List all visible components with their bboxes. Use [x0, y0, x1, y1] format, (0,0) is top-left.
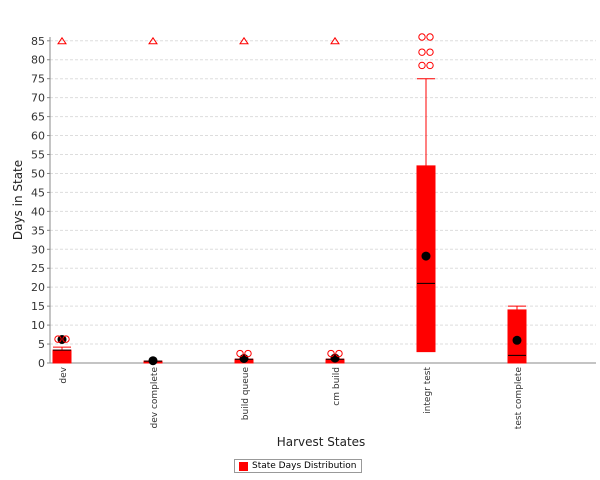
- box-cm-build: [325, 36, 345, 364]
- box-dev-complete: [143, 36, 163, 366]
- outlier-point: [335, 349, 343, 358]
- gridlines: [50, 40, 596, 345]
- outlier-point: [418, 48, 426, 56]
- box-series: [52, 33, 527, 366]
- box-test-complete: [507, 305, 527, 364]
- y-tick-label: 35: [31, 224, 45, 237]
- y-tick-label: 10: [31, 319, 45, 332]
- x-tick-label: dev: [59, 366, 69, 383]
- far-outlier-marker: [239, 36, 249, 45]
- far-outlier-marker: [148, 36, 158, 45]
- y-tick-label: 0: [38, 357, 45, 370]
- legend-swatch: [239, 461, 248, 471]
- y-tick-label: 70: [31, 92, 45, 105]
- y-tick-label: 80: [31, 54, 45, 67]
- mean-point: [239, 353, 249, 363]
- box-body: [52, 349, 72, 364]
- y-tick-label: 60: [31, 130, 45, 143]
- x-tick-label: integr test: [423, 367, 433, 414]
- y-tick-label: 85: [31, 35, 45, 48]
- y-tick-label: 40: [31, 205, 45, 218]
- y-axis: 0 5 10 15 20 25 30 35 40 45 50 55 60 65 70 75 80 85: [31, 35, 51, 370]
- outlier-point: [236, 349, 244, 358]
- y-tick-label: 25: [31, 262, 45, 275]
- mean-point: [512, 335, 522, 345]
- outlier-point: [426, 48, 434, 56]
- y-tick-label: 15: [31, 300, 45, 313]
- outlier-point: [426, 33, 434, 41]
- y-axis-title: Days in State: [11, 160, 25, 240]
- plot-area: [50, 37, 596, 363]
- legend-label: State Days Distribution: [252, 461, 357, 471]
- y-tick-label: 45: [31, 186, 45, 199]
- y-tick-label: 50: [31, 167, 45, 180]
- outlier-point: [62, 335, 70, 343]
- y-tick-label: 5: [38, 338, 45, 351]
- far-outlier-marker: [57, 36, 67, 45]
- y-tick-label: 55: [31, 149, 45, 162]
- x-axis-title: Harvest States: [277, 435, 366, 449]
- y-tick-label: 30: [31, 243, 45, 256]
- mean-point: [148, 356, 158, 366]
- mean-point: [421, 251, 431, 261]
- x-tick-label: dev complete: [150, 367, 160, 429]
- mean-point: [330, 353, 340, 363]
- outlier-point: [418, 33, 426, 41]
- x-tick-label: cm build: [332, 367, 342, 406]
- y-tick-label: 75: [31, 73, 45, 86]
- outlier-point: [54, 335, 62, 343]
- plot-background: [50, 37, 596, 363]
- legend: State Days Distribution: [234, 459, 362, 473]
- far-outlier-marker: [330, 36, 340, 45]
- outlier-point: [327, 349, 335, 358]
- x-tick-label: build queue: [241, 367, 251, 421]
- box-dev: [52, 36, 72, 364]
- outlier-point: [418, 61, 426, 70]
- y-tick-label: 20: [31, 281, 45, 294]
- box-integr-test: [416, 33, 436, 353]
- box-build-queue: [234, 36, 254, 364]
- x-axis: dev dev complete build queue cm build integr…: [50, 362, 596, 430]
- outlier-point: [244, 349, 252, 358]
- x-tick-label: test complete: [514, 367, 524, 430]
- outlier-point: [426, 61, 434, 70]
- y-tick-label: 65: [31, 111, 45, 124]
